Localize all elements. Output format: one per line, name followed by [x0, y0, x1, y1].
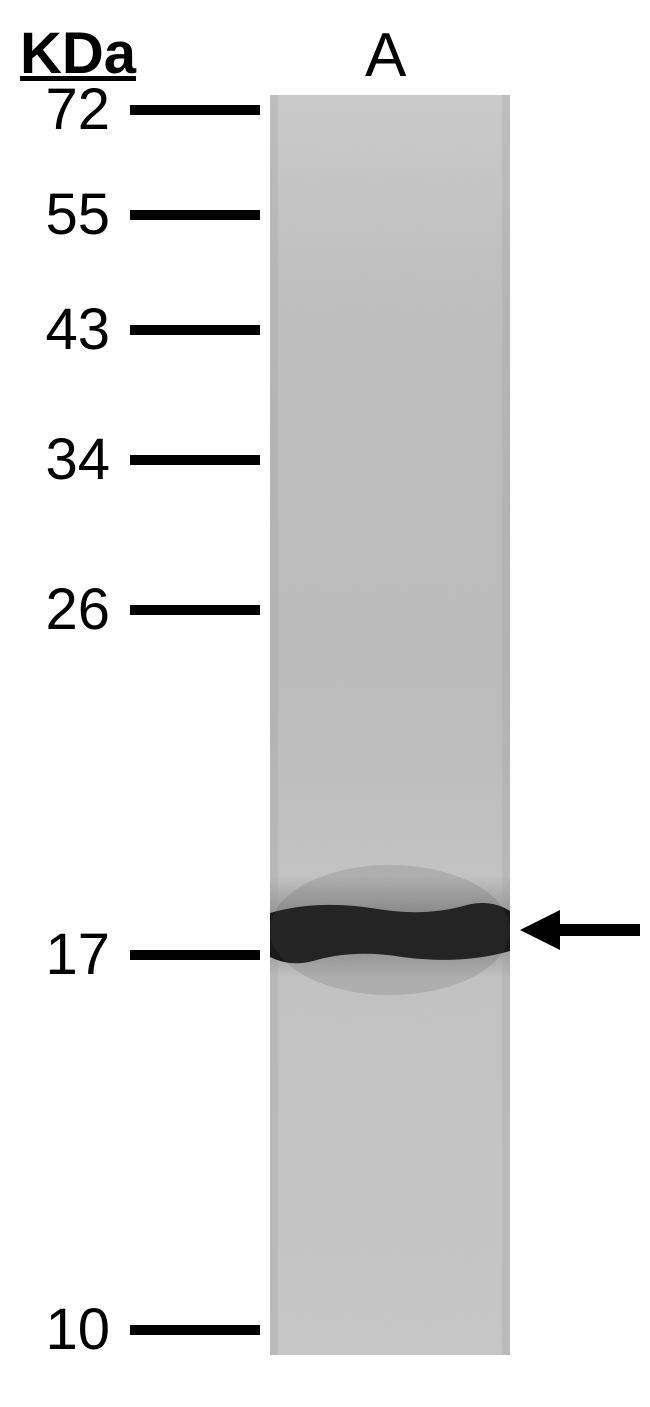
arrow-head-icon [520, 910, 560, 950]
arrow-shaft [555, 924, 640, 936]
blot-figure: KDa A 72554334261710 [0, 0, 650, 1407]
band-pointer-arrow [0, 0, 650, 1407]
